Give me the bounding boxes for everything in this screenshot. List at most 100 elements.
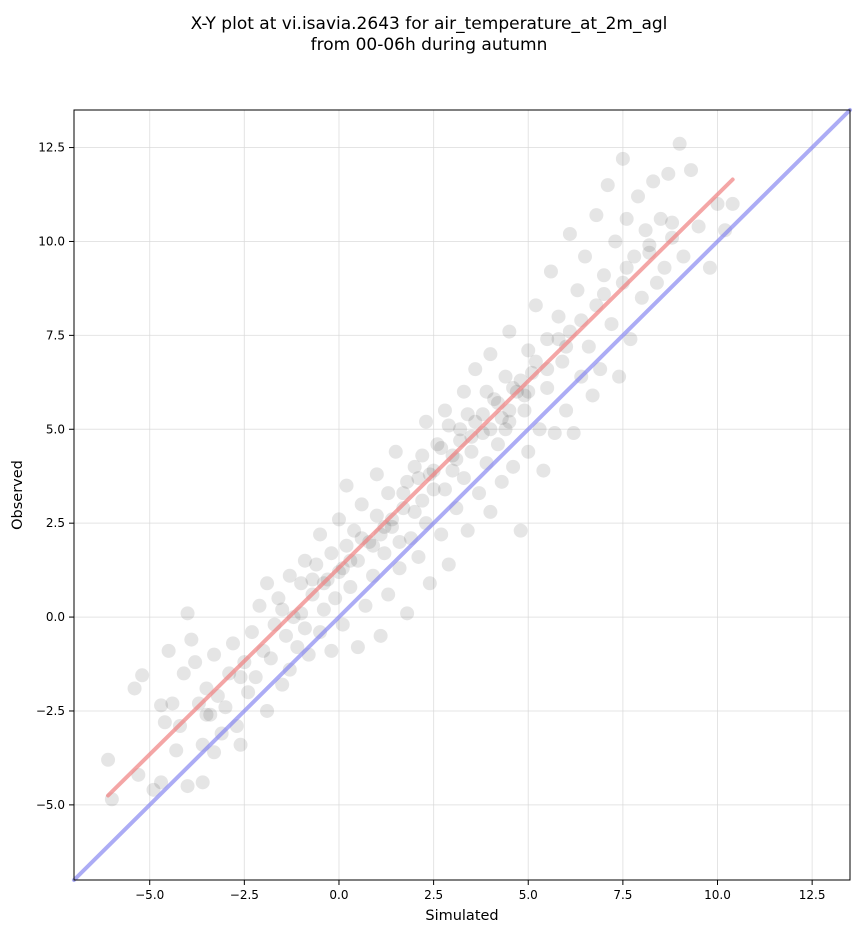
scatter-point xyxy=(154,698,169,713)
scatter-point xyxy=(373,628,388,643)
scatter-point xyxy=(555,354,570,369)
scatter-point xyxy=(627,249,642,264)
scatter-point xyxy=(578,249,593,264)
x-tick-label: 10.0 xyxy=(704,888,731,902)
scatter-point xyxy=(672,136,687,151)
plot-frame xyxy=(73,109,851,881)
scatter-point xyxy=(419,414,434,429)
scatter-point xyxy=(180,606,195,621)
scatter-point xyxy=(384,519,399,534)
scatter-point xyxy=(441,557,456,572)
scatter-point xyxy=(532,422,547,437)
scatter-point xyxy=(596,287,611,302)
scatter-point xyxy=(366,538,381,553)
scatter-point xyxy=(381,486,396,501)
scatter-point xyxy=(411,549,426,564)
scatter-point xyxy=(528,298,543,313)
scatter-point xyxy=(445,463,460,478)
scatter-point xyxy=(225,636,240,651)
scatter-point xyxy=(233,670,248,685)
scatter-point xyxy=(369,467,384,482)
x-tick-label: 2.5 xyxy=(424,888,443,902)
scatter-point xyxy=(437,482,452,497)
scatter-point xyxy=(233,737,248,752)
x-tick-label: 5.0 xyxy=(519,888,538,902)
y-tick-label: 12.5 xyxy=(38,141,65,155)
scatter-point xyxy=(184,632,199,647)
scatter-point xyxy=(146,782,161,797)
scatter-point xyxy=(551,309,566,324)
scatter-point xyxy=(528,354,543,369)
scatter-point xyxy=(483,347,498,362)
scatter-point xyxy=(384,512,399,527)
scatter-point xyxy=(718,223,733,238)
scatter-point xyxy=(354,497,369,512)
scatter-point xyxy=(513,523,528,538)
scatter-point xyxy=(415,493,430,508)
scatter-point xyxy=(203,707,218,722)
scatter-point xyxy=(649,275,664,290)
scatter-point xyxy=(411,471,426,486)
scatter-point xyxy=(464,444,479,459)
scatter-point xyxy=(135,668,150,683)
scatter-point xyxy=(581,339,596,354)
scatter-point xyxy=(479,384,494,399)
scatter-point xyxy=(313,625,328,640)
scatter-point xyxy=(290,640,305,655)
scatter-point xyxy=(684,163,699,178)
scatter-point xyxy=(407,504,422,519)
scatter-point xyxy=(468,414,483,429)
scatter-point xyxy=(313,527,328,542)
scatter-point xyxy=(702,260,717,275)
x-tick-label: 0.0 xyxy=(329,888,348,902)
scatter-point xyxy=(347,523,362,538)
scatter-point xyxy=(453,422,468,437)
scatter-point xyxy=(506,459,521,474)
scatter-point xyxy=(339,478,354,493)
identity-line xyxy=(72,108,852,882)
scatter-point xyxy=(260,576,275,591)
y-tick-label: −5.0 xyxy=(36,798,65,812)
scatter-point xyxy=(127,681,142,696)
scatter-point xyxy=(331,512,346,527)
scatter-point xyxy=(460,407,475,422)
scatter-point xyxy=(638,223,653,238)
scatter-point xyxy=(642,238,657,253)
scatter-point xyxy=(263,651,278,666)
scatter-point xyxy=(294,576,309,591)
scatter-point xyxy=(502,414,517,429)
scatter-point xyxy=(244,625,259,640)
scatter-point xyxy=(328,591,343,606)
scatter-point xyxy=(241,685,256,700)
scatter-point xyxy=(490,437,505,452)
scatter-point xyxy=(498,369,513,384)
scatter-point xyxy=(407,459,422,474)
scatter-point xyxy=(494,474,509,489)
scatter-point xyxy=(434,527,449,542)
scatter-point xyxy=(188,655,203,670)
scatter-point xyxy=(169,743,184,758)
x-tick-label: −2.5 xyxy=(230,888,259,902)
scatter-point xyxy=(324,643,339,658)
scatter-point xyxy=(377,546,392,561)
scatter-point xyxy=(434,441,449,456)
y-tick-label: 2.5 xyxy=(46,516,65,530)
scatter-point xyxy=(593,362,608,377)
scatter-point xyxy=(623,332,638,347)
scatter-point xyxy=(517,388,532,403)
scatter-point xyxy=(199,707,214,722)
scatter-point xyxy=(646,174,661,189)
axis-ticks: −5.0 −2.5 0.0 2.5 5.0 7.5 10.0 12.5 −5.0 −2.5 0.0 2… xyxy=(36,141,826,902)
scatter-point xyxy=(634,290,649,305)
scatter-point xyxy=(422,467,437,482)
chart-title-line2: from 00-06h during autumn xyxy=(310,35,548,55)
scatter-point xyxy=(589,208,604,223)
scatter-point xyxy=(494,411,509,425)
scatter-point xyxy=(392,561,407,576)
scatter-point xyxy=(415,448,430,463)
scatter-point xyxy=(661,166,676,181)
scatter-point xyxy=(562,226,577,241)
scatter-point xyxy=(271,591,286,606)
scatter-point xyxy=(165,696,180,711)
scatter-point xyxy=(176,666,191,681)
